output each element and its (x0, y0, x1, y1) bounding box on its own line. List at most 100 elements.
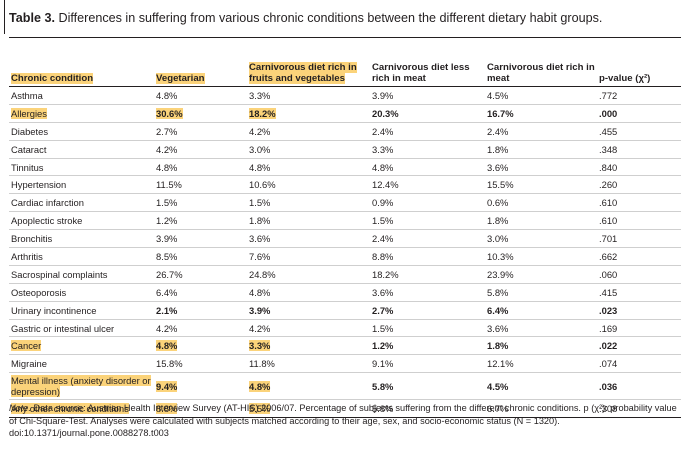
table-cell: .074 (597, 354, 681, 374)
cell-value: .000 (599, 107, 618, 119)
table-cell: 5.8% (485, 283, 597, 302)
cell-value: 15.5% (487, 179, 514, 191)
cell-value: .308 (599, 403, 618, 415)
table-cell: Cancer (9, 336, 154, 356)
table-cell: 18.2% (247, 104, 370, 123)
cell-value: 4.8% (156, 89, 178, 101)
table-cell: 2.7% (154, 122, 247, 141)
cell-value: 9.1% (372, 358, 394, 370)
table-cell: Gastric or intestinal ulcer (9, 319, 154, 338)
table-cell: 10.3% (485, 247, 597, 266)
cell-value: 3.0% (487, 233, 509, 245)
table-cell: Mental illness (anxiety disorder or depr… (9, 372, 154, 401)
column-header-label: Carnivorous diet less rich in meat (372, 62, 470, 84)
cell-value: .022 (599, 340, 618, 352)
cell-value: 1.2% (156, 215, 178, 227)
cell-value: 4.8% (249, 380, 271, 392)
cell-value: .415 (599, 286, 618, 298)
cell-value: 2.7% (156, 125, 178, 137)
cell-value: 0.6% (487, 197, 509, 209)
cell-value: 4.8% (156, 340, 178, 352)
table-cell: .023 (597, 301, 681, 320)
cell-value: 2.4% (487, 125, 509, 137)
cell-value: 1.2% (372, 340, 394, 352)
table-cell: 2.4% (370, 122, 485, 141)
table-row: Mental illness (anxiety disorder or depr… (9, 372, 681, 401)
column-header-4: Carnivorous diet rich in meat (485, 56, 597, 87)
table-cell: 26.7% (154, 265, 247, 284)
cell-value: 3.0% (249, 143, 271, 155)
table-row: Allergies 30.6% 18.2% 20.3% 16.7% .000 (9, 104, 681, 123)
cell-value: 4.8% (249, 161, 271, 173)
cell-value: 5.5% (249, 403, 271, 415)
table-cell: .840 (597, 158, 681, 177)
cell-value: 24.8% (249, 268, 276, 280)
cell-value: .169 (599, 322, 618, 334)
table-cell: 6.4% (485, 301, 597, 320)
table-cell: 9.4% (154, 372, 247, 401)
column-header-label: Vegetarian (156, 73, 205, 84)
table-row: Diabetes 2.7% 4.2% 2.4% 2.4% .455 (9, 122, 681, 141)
table-cell: 4.2% (247, 319, 370, 338)
cell-value: 2.4% (372, 125, 394, 137)
table-row: Tinnitus 4.8% 4.8% 4.8% 3.6% .840 (9, 158, 681, 177)
condition-name: Urinary incontinence (11, 304, 97, 316)
table-cell: 5.8% (370, 399, 485, 419)
cell-value: 4.2% (249, 322, 271, 334)
cell-value: 12.4% (372, 179, 399, 191)
condition-name: Allergies (11, 107, 47, 119)
table-cell: 9.1% (370, 354, 485, 374)
table-cell: 3.0% (247, 140, 370, 159)
cell-value: 4.5% (487, 380, 509, 392)
table-cell: 4.8% (247, 372, 370, 401)
note-text: Data source: Austrian Health Interview S… (9, 403, 677, 426)
cell-value: .610 (599, 215, 618, 227)
cell-value: 2.7% (372, 304, 394, 316)
cell-value: 15.8% (156, 358, 183, 370)
cell-value: 3.6% (372, 286, 394, 298)
caption-label: Table 3. (9, 11, 55, 25)
table-cell: 11.8% (247, 354, 370, 374)
cell-value: .348 (599, 143, 618, 155)
cell-value: 8.8% (372, 250, 394, 262)
table-cell: 3.9% (154, 229, 247, 249)
condition-name: Gastric or intestinal ulcer (11, 322, 115, 334)
table-cell: 4.8% (154, 158, 247, 177)
table-cell: 0.9% (370, 193, 485, 213)
table-cell: Sacrospinal complaints (9, 265, 154, 284)
cell-value: 6.4% (487, 304, 509, 316)
table-cell: 1.2% (154, 211, 247, 231)
cell-value: .701 (599, 233, 618, 245)
table-cell: Tinnitus (9, 158, 154, 177)
column-header-label: Carnivorous diet rich in meat (487, 62, 595, 84)
table-cell: 3.3% (247, 336, 370, 356)
table-cell: 15.8% (154, 354, 247, 374)
table-cell: 1.5% (370, 319, 485, 338)
table-cell: Diabetes (9, 122, 154, 141)
table-cell: Bronchitis (9, 229, 154, 249)
table-cell: 2.7% (370, 301, 485, 320)
condition-name: Cataract (11, 143, 47, 155)
cell-value: 5.8% (372, 403, 394, 415)
table-cell: 1.2% (370, 336, 485, 356)
table-cell: .022 (597, 336, 681, 356)
cell-value: 3.9% (156, 233, 178, 245)
table-cell: 1.8% (247, 211, 370, 231)
table-cell: .036 (597, 372, 681, 401)
table-cell: Apoplectic stroke (9, 211, 154, 231)
cell-value: 1.5% (372, 322, 394, 334)
table-cell: 15.5% (485, 175, 597, 195)
condition-name: Cardiac infarction (11, 197, 84, 209)
cell-value: 3.3% (249, 340, 271, 352)
cell-value: 8.8% (156, 403, 178, 415)
condition-name: Arthritis (11, 250, 43, 262)
condition-name: Sacrospinal complaints (11, 268, 108, 280)
condition-name: Migraine (11, 358, 47, 370)
table-cell: 23.9% (485, 265, 597, 284)
table-row: Osteoporosis 6.4% 4.8% 3.6% 5.8% .415 (9, 283, 681, 302)
condition-name: Apoplectic stroke (11, 215, 83, 227)
cell-value: .074 (599, 358, 618, 370)
table-cell: 1.8% (485, 336, 597, 356)
table-cell: .060 (597, 265, 681, 284)
table-cell: 4.8% (154, 86, 247, 105)
